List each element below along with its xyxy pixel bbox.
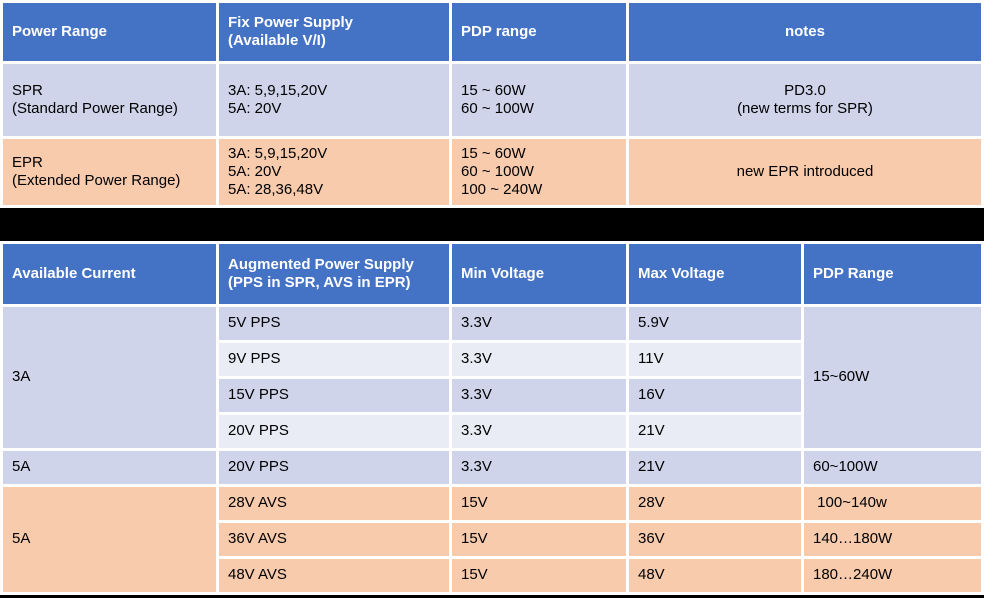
table-row: 3A 5V PPS 3.3V 5.9V 15~60W <box>3 307 981 448</box>
table-cell: 21V <box>629 451 801 484</box>
cell-pdp-100-140w: 100~140w <box>804 487 981 520</box>
power-range-table: Power Range Fix Power Supply (Available … <box>0 0 984 208</box>
cell-spr-name: SPR (Standard Power Range) <box>3 64 216 136</box>
cell-spr-notes: PD3.0 (new terms for SPR) <box>629 64 981 136</box>
table-cell: 20V PPS <box>219 415 449 448</box>
augmented-supply-table: Available Current Augmented Power Supply… <box>0 241 984 595</box>
table-row: 5A 20V PPS 3.3V 21V 60~100W <box>3 451 981 484</box>
table-cell: 3.3V <box>452 343 626 376</box>
cell-current-5a-pps: 5A <box>3 451 216 484</box>
table-cell: 9V PPS <box>219 343 449 376</box>
t1-col-pdp-range: PDP range <box>452 3 626 61</box>
table-cell: 36V AVS <box>219 523 449 556</box>
table-cell: 20V PPS <box>219 451 449 484</box>
epr-row: EPR (Extended Power Range) 3A: 5,9,15,20… <box>3 139 981 205</box>
spr-row: SPR (Standard Power Range) 3A: 5,9,15,20… <box>3 64 981 136</box>
table-row: 36V AVS 15V 36V 140…180W <box>3 523 981 556</box>
table-cell: 15V PPS <box>219 379 449 412</box>
cell-epr-name: EPR (Extended Power Range) <box>3 139 216 205</box>
table-cell: 5.9V <box>629 307 801 340</box>
cell-epr-pdp: 15 ~ 60W 60 ~ 100W 100 ~ 240W <box>452 139 626 205</box>
table-cell: 11V <box>629 343 801 376</box>
table-cell: 15V <box>452 523 626 556</box>
table-row: 20V PPS 3.3V 21V <box>3 415 981 448</box>
table-cell: 15V <box>452 487 626 520</box>
table-cell: 21V <box>629 415 801 448</box>
table-gap <box>0 208 984 241</box>
table-cell: 3.3V <box>452 415 626 448</box>
cell-current-5a-avs: 5A <box>3 487 216 592</box>
cell-epr-supply: 3A: 5,9,15,20V 5A: 20V 5A: 28,36,48V <box>219 139 449 205</box>
t2-col-augmented-power-supply: Augmented Power Supply (PPS in SPR, AVS … <box>219 244 449 304</box>
table-cell: 3.3V <box>452 451 626 484</box>
cell-current-3a: 3A <box>3 307 216 448</box>
table-cell: 5V PPS <box>219 307 449 340</box>
table-cell: 48V AVS <box>219 559 449 592</box>
t1-col-power-range: Power Range <box>3 3 216 61</box>
table-cell: 28V AVS <box>219 487 449 520</box>
table-cell: 3.3V <box>452 379 626 412</box>
table-row: 9V PPS 3.3V 11V <box>3 343 981 376</box>
table2-header-row: Available Current Augmented Power Supply… <box>3 244 981 304</box>
table-cell: 28V <box>629 487 801 520</box>
table-cell: 15V <box>452 559 626 592</box>
cell-pdp-180-240w: 180…240W <box>804 559 981 592</box>
t2-col-min-voltage: Min Voltage <box>452 244 626 304</box>
table-row: 15V PPS 3.3V 16V <box>3 379 981 412</box>
t1-col-fix-power-supply: Fix Power Supply (Available V/I) <box>219 3 449 61</box>
cell-pdp-15-60w: 15~60W <box>804 307 981 448</box>
table-row: 48V AVS 15V 48V 180…240W <box>3 559 981 592</box>
t1-col-notes: notes <box>629 3 981 61</box>
t2-col-pdp-range: PDP Range <box>804 244 981 304</box>
t2-col-max-voltage: Max Voltage <box>629 244 801 304</box>
cell-spr-pdp: 15 ~ 60W 60 ~ 100W <box>452 64 626 136</box>
cell-spr-supply: 3A: 5,9,15,20V 5A: 20V <box>219 64 449 136</box>
cell-pdp-140-180w: 140…180W <box>804 523 981 556</box>
table-cell: 3.3V <box>452 307 626 340</box>
table1-header-row: Power Range Fix Power Supply (Available … <box>3 3 981 61</box>
table-cell: 48V <box>629 559 801 592</box>
table-cell: 36V <box>629 523 801 556</box>
t2-col-available-current: Available Current <box>3 244 216 304</box>
cell-pdp-60-100w: 60~100W <box>804 451 981 484</box>
cell-epr-notes: new EPR introduced <box>629 139 981 205</box>
table-row: 5A 28V AVS 15V 28V 100~140w <box>3 487 981 592</box>
table-cell: 16V <box>629 379 801 412</box>
